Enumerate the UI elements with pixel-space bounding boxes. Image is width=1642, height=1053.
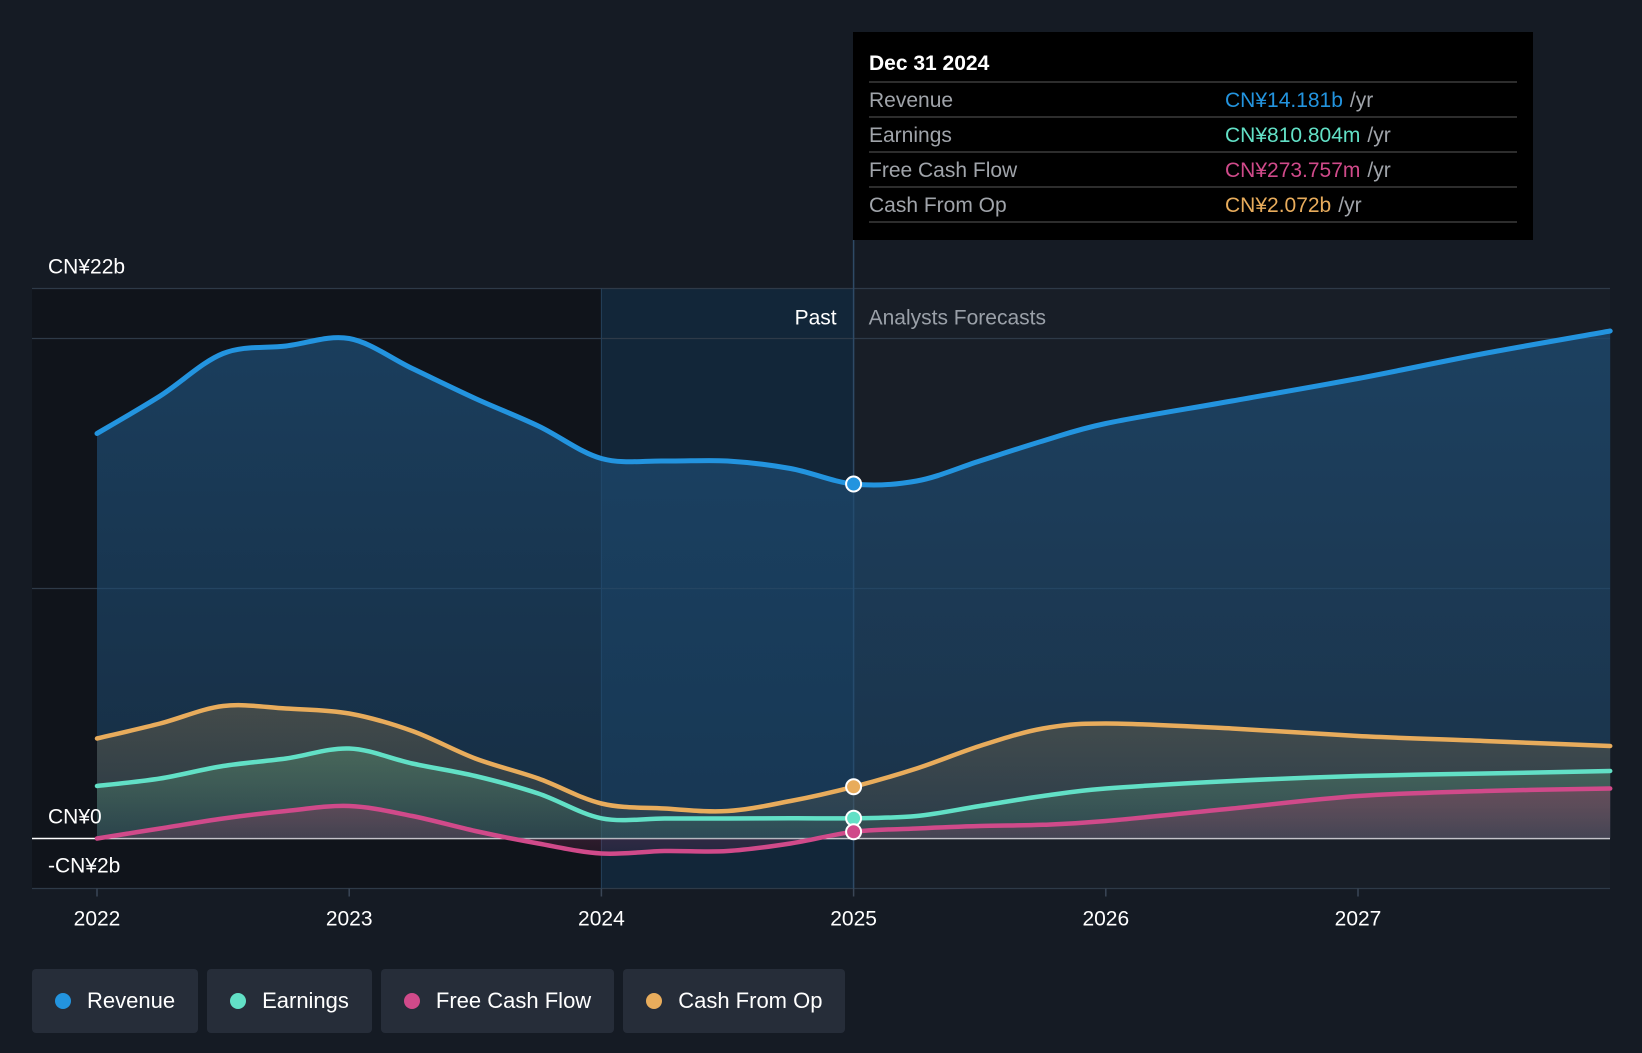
cash-from-op-marker[interactable] bbox=[845, 778, 863, 796]
free-cash-flow-line bbox=[94, 786, 1613, 857]
y-label-zero: CN¥0 bbox=[48, 806, 102, 829]
legend-item-revenue[interactable]: Revenue bbox=[32, 969, 199, 1033]
tooltip-label-earnings: Earnings bbox=[869, 124, 952, 147]
legend-dot-icon bbox=[403, 993, 420, 1009]
free-cash-flow-marker[interactable] bbox=[845, 823, 863, 841]
legend-item-cash-from-op[interactable]: Cash From Op bbox=[623, 969, 846, 1033]
x-tick-label: 2027 bbox=[1335, 908, 1382, 931]
tooltip-value-revenue: CN¥14.181b/yr bbox=[1225, 89, 1373, 112]
x-tick-label: 2025 bbox=[830, 908, 877, 931]
x-tick-label: 2022 bbox=[74, 908, 121, 931]
legend-item-free-cash-flow[interactable]: Free Cash Flow bbox=[380, 969, 615, 1033]
legend-label: Earnings bbox=[262, 988, 349, 1013]
tooltip-label-revenue: Revenue bbox=[869, 89, 953, 112]
legend-label: Cash From Op bbox=[678, 988, 823, 1013]
legend-label: Revenue bbox=[87, 988, 176, 1013]
cash-from-op-area bbox=[97, 705, 1611, 839]
tooltip-value-free-cash-flow: CN¥273.757m/yr bbox=[1225, 159, 1391, 182]
y-label-bottom: -CN¥2b bbox=[48, 855, 120, 878]
tooltip-value-cash-from-op: CN¥2.072b/yr bbox=[1225, 194, 1362, 217]
legend-dot-icon bbox=[55, 993, 71, 1009]
tooltip-date: Dec 31 2024 bbox=[869, 52, 990, 75]
x-tick-label: 2026 bbox=[1082, 908, 1129, 931]
forecast-label: Analysts Forecasts bbox=[869, 307, 1046, 330]
tooltip-label-free-cash-flow: Free Cash Flow bbox=[869, 159, 1018, 182]
legend-dot-icon bbox=[230, 993, 247, 1009]
tooltip-unit: /yr bbox=[1350, 89, 1373, 112]
tooltip-unit: /yr bbox=[1367, 159, 1390, 182]
earnings-line bbox=[94, 746, 1613, 823]
revenue-marker[interactable] bbox=[845, 475, 863, 493]
legend-item-earnings[interactable]: Earnings bbox=[207, 969, 372, 1033]
tooltip-box bbox=[853, 32, 1533, 240]
tooltip-unit: /yr bbox=[1367, 124, 1390, 147]
y-label-top: CN¥22b bbox=[48, 256, 125, 279]
x-tick-label: 2024 bbox=[578, 908, 625, 931]
legend-label: Free Cash Flow bbox=[435, 988, 592, 1013]
cash-from-op-line bbox=[94, 702, 1613, 814]
legend-dot-icon bbox=[646, 993, 663, 1009]
legend: Revenue Earnings Free Cash Flow Cash From O… bbox=[32, 969, 846, 1033]
tooltip-label-cash-from-op: Cash From Op bbox=[869, 194, 1007, 217]
revenue-line bbox=[94, 328, 1613, 488]
revenue-area bbox=[97, 331, 1611, 839]
x-tick-label: 2023 bbox=[326, 908, 373, 931]
tooltip-unit: /yr bbox=[1338, 194, 1361, 217]
past-label: Past bbox=[795, 307, 837, 330]
tooltip-value-earnings: CN¥810.804m/yr bbox=[1225, 124, 1391, 147]
